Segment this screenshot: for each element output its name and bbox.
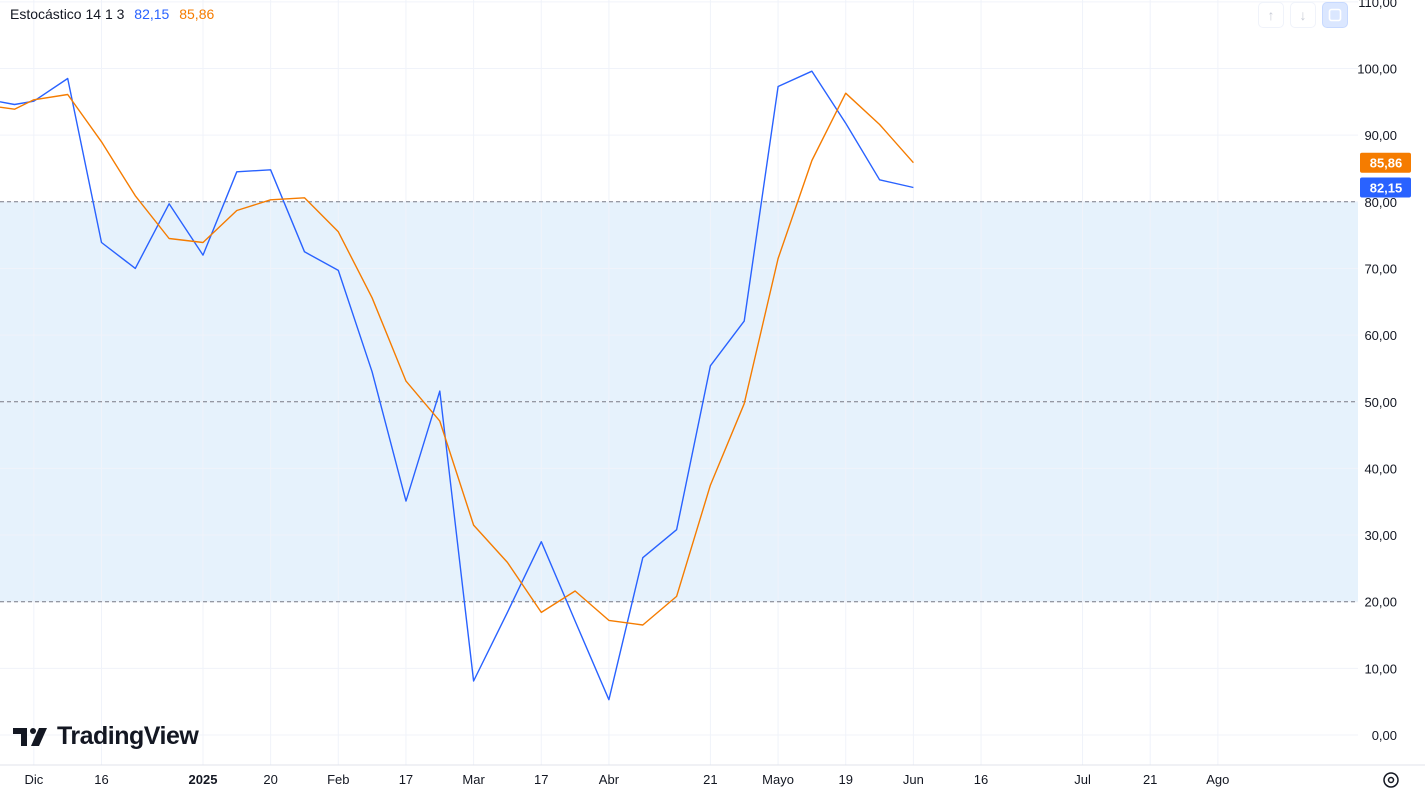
x-tick-label: Ago <box>1206 772 1229 787</box>
pane-toolbar: ↑ ↓ <box>1258 2 1348 28</box>
x-tick-label: Feb <box>327 772 349 787</box>
arrow-down-icon[interactable]: ↓ <box>1290 2 1316 28</box>
y-tick-label: 90,00 <box>1364 128 1397 143</box>
y-tick-label: 40,00 <box>1364 461 1397 476</box>
k-line-badge-bg <box>1360 177 1411 198</box>
d-value: 85,86 <box>179 6 215 22</box>
x-tick-label: Mayo <box>762 772 794 787</box>
gear-icon[interactable] <box>1383 772 1399 788</box>
d-line <box>0 92 914 626</box>
d-line-badge: 85,86 <box>1360 152 1411 173</box>
indicator-legend[interactable]: Estocástico 14 1 3 82,15 85,86 <box>10 6 220 22</box>
x-tick-label: Dic <box>24 772 43 787</box>
y-tick-label: 20,00 <box>1364 595 1397 610</box>
arrow-up-icon[interactable]: ↑ <box>1258 2 1284 28</box>
y-tick-label: 0,00 <box>1372 728 1397 743</box>
y-tick-label: 50,00 <box>1364 395 1397 410</box>
y-tick-label: 70,00 <box>1364 261 1397 276</box>
d-line-badge-label: 85,86 <box>1370 156 1403 171</box>
indicator-name: Estocástico 14 1 3 <box>10 6 125 22</box>
brand-name: TradingView <box>57 722 199 750</box>
reset-scale-icon[interactable] <box>1322 2 1348 28</box>
x-tick-label: Jul <box>1074 772 1091 787</box>
x-tick-label: Abr <box>599 772 620 787</box>
k-value: 82,15 <box>134 6 170 22</box>
x-tick-label: 21 <box>1143 772 1157 787</box>
y-tick-label: 10,00 <box>1364 661 1397 676</box>
x-tick-label: 16 <box>94 772 108 787</box>
k-line-badge: 82,15 <box>1360 177 1411 198</box>
x-tick-label: Mar <box>462 772 485 787</box>
k-line <box>0 70 914 701</box>
y-tick-label: 100,00 <box>1357 62 1397 77</box>
x-tick-label: 20 <box>263 772 277 787</box>
gear-outer <box>1383 772 1399 788</box>
x-tick-label: 17 <box>399 772 413 787</box>
y-tick-label: 110,00 <box>1358 0 1397 10</box>
y-tick-label: 60,00 <box>1364 328 1397 343</box>
tradingview-logo[interactable]: TradingView <box>13 722 199 751</box>
gear-inner <box>1387 776 1395 784</box>
tradingview-logo-icon <box>13 727 47 746</box>
d-line-badge-bg <box>1360 152 1411 173</box>
y-tick-label: 80,00 <box>1364 195 1397 210</box>
x-tick-label: Jun <box>903 772 924 787</box>
x-tick-label: 19 <box>838 772 852 787</box>
x-tick-label: 2025 <box>189 772 218 787</box>
y-tick-label: 30,00 <box>1364 528 1397 543</box>
k-line-badge-label: 82,15 <box>1370 180 1403 195</box>
x-tick-label: 21 <box>703 772 717 787</box>
x-tick-label: 17 <box>534 772 548 787</box>
x-tick-label: 16 <box>974 772 988 787</box>
